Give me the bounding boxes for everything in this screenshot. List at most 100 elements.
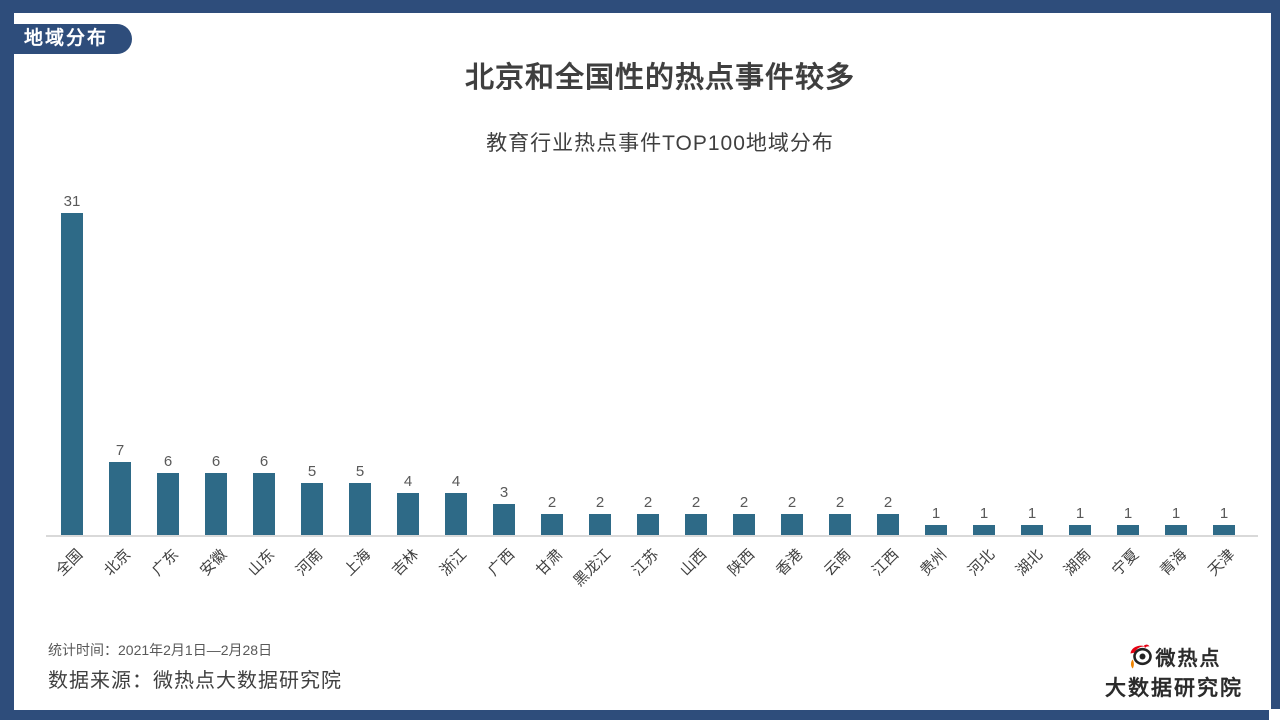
bar-group: 1 湖南 (1056, 155, 1104, 579)
bar (1117, 525, 1139, 535)
bar-group: 1 青海 (1152, 155, 1200, 579)
bar-value-label: 1 (1027, 505, 1037, 522)
bar-group: 1 贵州 (912, 155, 960, 579)
x-axis-label: 青海 (1156, 546, 1191, 580)
logo-brand-row: 微热点 (1105, 642, 1243, 671)
x-axis-label: 全国 (52, 546, 87, 580)
x-axis-label: 香港 (772, 546, 807, 580)
frame-bottom-bar (0, 710, 1269, 720)
bar-group: 6 山东 (240, 155, 288, 579)
x-axis-label: 山东 (244, 546, 279, 580)
bar-group: 2 甘肃 (528, 155, 576, 579)
x-axis-label: 安徽 (196, 546, 231, 580)
x-axis-label: 河北 (964, 546, 999, 580)
bar-value-label: 2 (739, 494, 749, 511)
bar-value-label: 2 (787, 494, 797, 511)
bar-group: 6 安徽 (192, 155, 240, 579)
bar-group: 1 湖北 (1008, 155, 1056, 579)
bar-group: 5 上海 (336, 155, 384, 579)
logo-brand-text: 微热点 (1155, 648, 1222, 670)
bar (781, 514, 803, 535)
x-axis-label: 北京 (100, 546, 135, 580)
bar (1213, 525, 1235, 535)
bar-value-label: 3 (499, 484, 509, 501)
bar (301, 483, 323, 535)
x-axis-label: 贵州 (916, 546, 951, 580)
x-axis-label: 甘肃 (532, 546, 567, 580)
bar (733, 514, 755, 535)
bar (61, 213, 83, 535)
x-axis-label: 浙江 (436, 546, 471, 580)
bar-value-label: 2 (835, 494, 845, 511)
bar (685, 514, 707, 535)
x-axis-label: 河南 (292, 546, 327, 580)
x-axis-label: 广东 (148, 546, 183, 580)
bar (493, 504, 515, 535)
bar-group: 31 全国 (48, 155, 96, 579)
bar (973, 525, 995, 535)
bar-value-label: 7 (115, 442, 125, 459)
x-axis-label: 上海 (340, 546, 375, 580)
frame-left-bar (0, 0, 14, 720)
frame-right-bar (1271, 0, 1280, 709)
bar (109, 462, 131, 535)
bar-group: 2 江西 (864, 155, 912, 579)
bar-value-label: 4 (403, 473, 413, 490)
x-axis-line (46, 535, 1258, 537)
bar-group: 2 云南 (816, 155, 864, 579)
bar (205, 473, 227, 535)
x-axis-label: 广西 (484, 546, 519, 580)
bar (1069, 525, 1091, 535)
chart-subtitle: 教育行业热点事件TOP100地域分布 (486, 132, 834, 155)
bar (157, 473, 179, 535)
bar-group: 7 北京 (96, 155, 144, 579)
bar (829, 514, 851, 535)
bar-group: 3 广西 (480, 155, 528, 579)
data-source-label: 数据来源：微热点大数据研究院 (48, 670, 342, 692)
bar-value-label: 2 (883, 494, 893, 511)
bar (1021, 525, 1043, 535)
bar-value-label: 1 (979, 505, 989, 522)
section-badge: 地域分布 (0, 24, 133, 54)
bar-group: 1 宁夏 (1104, 155, 1152, 579)
stat-time-label: 统计时间：2021年2月1日—2月28日 (48, 642, 273, 658)
bar-value-label: 6 (259, 453, 269, 470)
bar-value-label: 1 (1075, 505, 1085, 522)
x-axis-label: 山西 (676, 546, 711, 580)
bar-value-label: 5 (355, 463, 365, 480)
bar (1165, 525, 1187, 535)
bar-value-label: 1 (1219, 505, 1229, 522)
bar (589, 514, 611, 535)
bar-value-label: 1 (931, 505, 941, 522)
brand-logo: 微热点 大数据研究院 (1105, 642, 1243, 702)
bar-value-label: 5 (307, 463, 317, 480)
bar-value-label: 6 (211, 453, 221, 470)
bar-value-label: 2 (643, 494, 653, 511)
x-axis-label: 云南 (820, 546, 855, 580)
bar (637, 514, 659, 535)
bar-group: 4 浙江 (432, 155, 480, 579)
frame-top-bar (0, 0, 1280, 13)
bar-value-label: 2 (595, 494, 605, 511)
bar-group: 1 河北 (960, 155, 1008, 579)
bar-value-label: 2 (691, 494, 701, 511)
x-axis-label: 陕西 (724, 546, 759, 580)
x-axis-label: 黑龙江 (570, 546, 615, 590)
bar-value-label: 1 (1123, 505, 1133, 522)
bar-group: 2 陕西 (720, 155, 768, 579)
x-axis-label: 宁夏 (1108, 546, 1143, 580)
x-axis-label: 江西 (868, 546, 903, 580)
weibo-eye-icon (1127, 643, 1154, 670)
x-axis-label: 江苏 (628, 546, 663, 580)
bar-group: 5 河南 (288, 155, 336, 579)
bar (541, 514, 563, 535)
bar (349, 483, 371, 535)
x-axis-label: 湖北 (1012, 546, 1047, 580)
bar-value-label: 4 (451, 473, 461, 490)
bar-value-label: 1 (1171, 505, 1181, 522)
x-axis-label: 天津 (1204, 546, 1239, 580)
logo-org-text: 大数据研究院 (1105, 677, 1243, 700)
bar-group: 2 香港 (768, 155, 816, 579)
x-axis-label: 湖南 (1060, 546, 1095, 580)
